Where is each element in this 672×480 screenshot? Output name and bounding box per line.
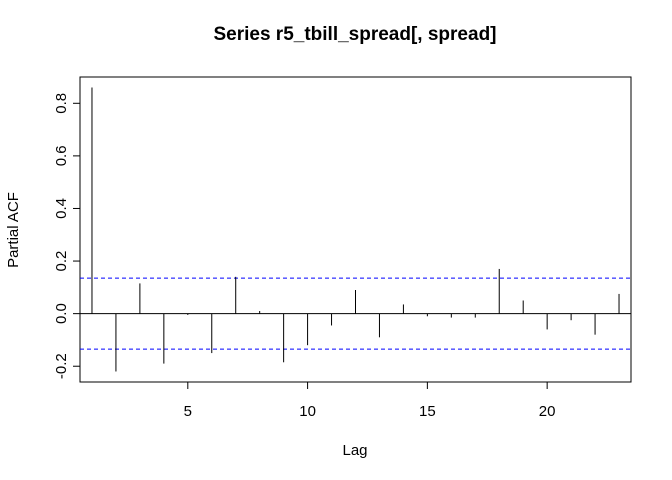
y-tick-label: 0.4 [53,198,70,219]
y-axis-label: Partial ACF [5,192,22,268]
x-tick-label: 20 [539,403,556,420]
x-tick-label: 5 [184,403,192,420]
y-tick-label: 0.2 [53,251,70,272]
plot-frame [79,76,632,383]
y-tick-label: 0.6 [53,145,70,166]
y-tick-label: -0.2 [53,353,70,379]
x-axis: 5 10 15 20 [184,381,556,420]
x-axis-label: Lag [342,442,367,459]
y-tick-label: 0.8 [53,93,70,114]
x-tick-label: 15 [419,403,436,420]
y-tick-label: 0.0 [53,303,70,324]
plot-marks [80,87,631,372]
chart-title: Series r5_tbill_spread[, spread] [213,24,496,45]
y-axis: -0.2 0.0 0.2 0.4 0.6 0.8 [53,93,81,379]
x-tick-label: 10 [299,403,316,420]
